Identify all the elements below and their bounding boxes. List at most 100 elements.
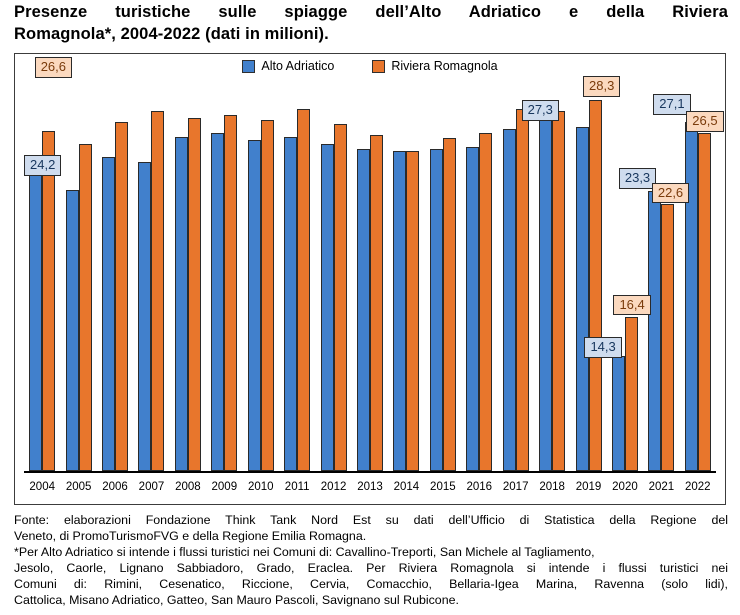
- x-tick-2013: 2013: [357, 481, 383, 493]
- bar-group-2013: [352, 78, 388, 471]
- bar-alto-adriatico-2004[interactable]: [29, 174, 43, 471]
- bar-riviera-romagnola-2004[interactable]: [42, 131, 56, 471]
- bar-group-2016: [461, 78, 497, 471]
- legend-label-alto-adriatico: Alto Adriatico: [261, 59, 335, 74]
- x-tick-2019: 2019: [575, 481, 602, 493]
- footnote: Fonte: elaborazioni Fondazione Think Tan…: [14, 512, 728, 608]
- page-title-line2: Romagnola*, 2004-2022 (dati in milioni).: [14, 24, 329, 43]
- x-tick-2012: 2012: [320, 481, 347, 493]
- bar-riviera-romagnola-2008[interactable]: [187, 118, 201, 471]
- legend-item-alto-adriatico[interactable]: Alto Adriatico: [242, 60, 334, 73]
- bar-riviera-romagnola-2012[interactable]: [333, 123, 347, 471]
- bar-alto-adriatico-2007[interactable]: [138, 162, 152, 471]
- bar-group-2022: [680, 78, 716, 471]
- bar-riviera-romagnola-2006[interactable]: [115, 121, 129, 471]
- bar-riviera-romagnola-2017[interactable]: [515, 109, 529, 471]
- data-label-riviera-romagnola-2022: 26,5: [686, 111, 724, 132]
- x-tick-2009: 2009: [211, 481, 238, 493]
- bar-alto-adriatico-2008[interactable]: [174, 136, 188, 471]
- bar-group-2006: [97, 78, 133, 471]
- footnote-line-5: Comuni di: Rimini, Cesenatico, Riccione,…: [14, 577, 728, 591]
- bar-riviera-romagnola-2020[interactable]: [624, 317, 638, 471]
- x-tick-2015: 2015: [430, 481, 456, 493]
- bar-riviera-romagnola-2009[interactable]: [224, 114, 238, 471]
- x-tick-2018: 2018: [539, 481, 565, 493]
- bar-riviera-romagnola-2014[interactable]: [406, 151, 420, 471]
- bar-group-2017: [497, 78, 533, 471]
- data-label-alto-adriatico-2020: 14,3: [584, 337, 622, 358]
- bar-riviera-romagnola-2007[interactable]: [151, 110, 165, 471]
- bar-alto-adriatico-2015[interactable]: [429, 149, 443, 471]
- x-tick-2016: 2016: [466, 481, 493, 493]
- bar-alto-adriatico-2005[interactable]: [65, 189, 79, 471]
- bar-riviera-romagnola-2021[interactable]: [661, 204, 675, 471]
- bar-group-2015: [425, 78, 461, 471]
- x-tick-2011: 2011: [284, 481, 310, 493]
- bar-group-2004: [24, 78, 60, 471]
- data-label-riviera-romagnola-2020: 16,4: [613, 294, 651, 316]
- x-axis-ticks: 2004 2005 2006 2007 2008 2009 2010 2011 2012 2013…: [24, 476, 716, 498]
- bar-alto-adriatico-2018[interactable]: [539, 118, 553, 471]
- bar-alto-adriatico-2010[interactable]: [247, 140, 261, 471]
- legend-swatch-icon: [242, 60, 256, 73]
- x-tick-2022: 2022: [685, 481, 711, 493]
- legend-label-riviera-romagnola: Riviera Romagnola: [391, 59, 498, 74]
- bar-riviera-romagnola-2010[interactable]: [260, 120, 274, 471]
- bar-riviera-romagnola-2013[interactable]: [370, 134, 383, 471]
- bar-riviera-romagnola-2011[interactable]: [297, 109, 311, 471]
- legend-item-riviera-romagnola[interactable]: Riviera Romagnola: [372, 59, 498, 74]
- bar-group-2005: [60, 78, 96, 471]
- footnote-line-6: Cattolica, Misano Adriatico, Gatteo, San…: [14, 593, 459, 607]
- page-title-line1: Presenze turistiche sulle spiagge dell’A…: [14, 3, 728, 21]
- bar-riviera-romagnola-2019[interactable]: [588, 99, 602, 471]
- footnote-line-2: Veneto, di PromoTurismoFVG e della Regio…: [14, 529, 367, 543]
- bar-riviera-romagnola-2018[interactable]: [552, 110, 566, 471]
- data-label-riviera-romagnola-2021: 22,6: [651, 182, 690, 204]
- bar-group-2018: [534, 78, 570, 471]
- bar-alto-adriatico-2014[interactable]: [393, 151, 407, 471]
- bar-group-2007: [133, 78, 169, 471]
- bar-alto-adriatico-2012[interactable]: [320, 143, 334, 471]
- bar-riviera-romagnola-2016[interactable]: [479, 132, 493, 471]
- x-tick-2008: 2008: [175, 481, 201, 493]
- bar-alto-adriatico-2013[interactable]: [357, 149, 370, 471]
- bar-groups: [24, 78, 716, 471]
- bar-alto-adriatico-2016[interactable]: [466, 147, 480, 471]
- x-tick-2014: 2014: [393, 481, 420, 493]
- chart-container: Alto Adriatico Riviera Romagnola 24,2 26,…: [14, 53, 726, 505]
- bar-alto-adriatico-2009[interactable]: [211, 132, 225, 471]
- bar-group-2010: [243, 78, 279, 471]
- bar-alto-adriatico-2011[interactable]: [284, 136, 298, 471]
- bar-alto-adriatico-2019[interactable]: [575, 127, 589, 471]
- bar-alto-adriatico-2021[interactable]: [648, 191, 662, 471]
- x-tick-2005: 2005: [65, 481, 92, 493]
- bar-riviera-romagnola-2022[interactable]: [697, 132, 711, 471]
- bar-group-2011: [279, 78, 315, 471]
- x-tick-2020: 2020: [612, 481, 638, 493]
- footnote-line-3: *Per Alto Adriatico si intende i flussi …: [14, 545, 595, 559]
- x-tick-2004: 2004: [29, 481, 55, 493]
- bar-alto-adriatico-2017[interactable]: [502, 129, 516, 471]
- x-tick-2007: 2007: [138, 481, 165, 493]
- data-label-riviera-romagnola-2019: 28,3: [583, 76, 621, 97]
- footnote-line-1: Fonte: elaborazioni Fondazione Think Tan…: [14, 513, 728, 527]
- plot-area: 24,2 26,6 27,3 28,3 14,3 16,4 23,3 22,6 27,1 26,5: [24, 57, 724, 473]
- bar-riviera-romagnola-2005[interactable]: [78, 143, 92, 471]
- page-title: Presenze turistiche sulle spiagge dell’A…: [14, 2, 728, 46]
- data-label-alto-adriatico-2021: 23,3: [618, 167, 657, 189]
- bar-riviera-romagnola-2015[interactable]: [442, 138, 456, 471]
- bar-alto-adriatico-2022[interactable]: [684, 121, 698, 471]
- bar-group-2020: [607, 78, 643, 471]
- x-axis-line: [24, 471, 716, 473]
- footnote-line-4: Jesolo, Caorle, Lignano Sabbiadoro, Grad…: [14, 561, 728, 575]
- bar-group-2021: [643, 78, 679, 471]
- x-tick-2021: 2021: [648, 481, 675, 493]
- x-tick-2017: 2017: [502, 481, 529, 493]
- data-label-alto-adriatico-2004: 24,2: [24, 155, 62, 176]
- bar-group-2008: [170, 78, 206, 471]
- bar-alto-adriatico-2020[interactable]: [611, 355, 625, 471]
- bar-alto-adriatico-2006[interactable]: [102, 156, 116, 471]
- bar-group-2012: [315, 78, 351, 471]
- bar-group-2009: [206, 78, 242, 471]
